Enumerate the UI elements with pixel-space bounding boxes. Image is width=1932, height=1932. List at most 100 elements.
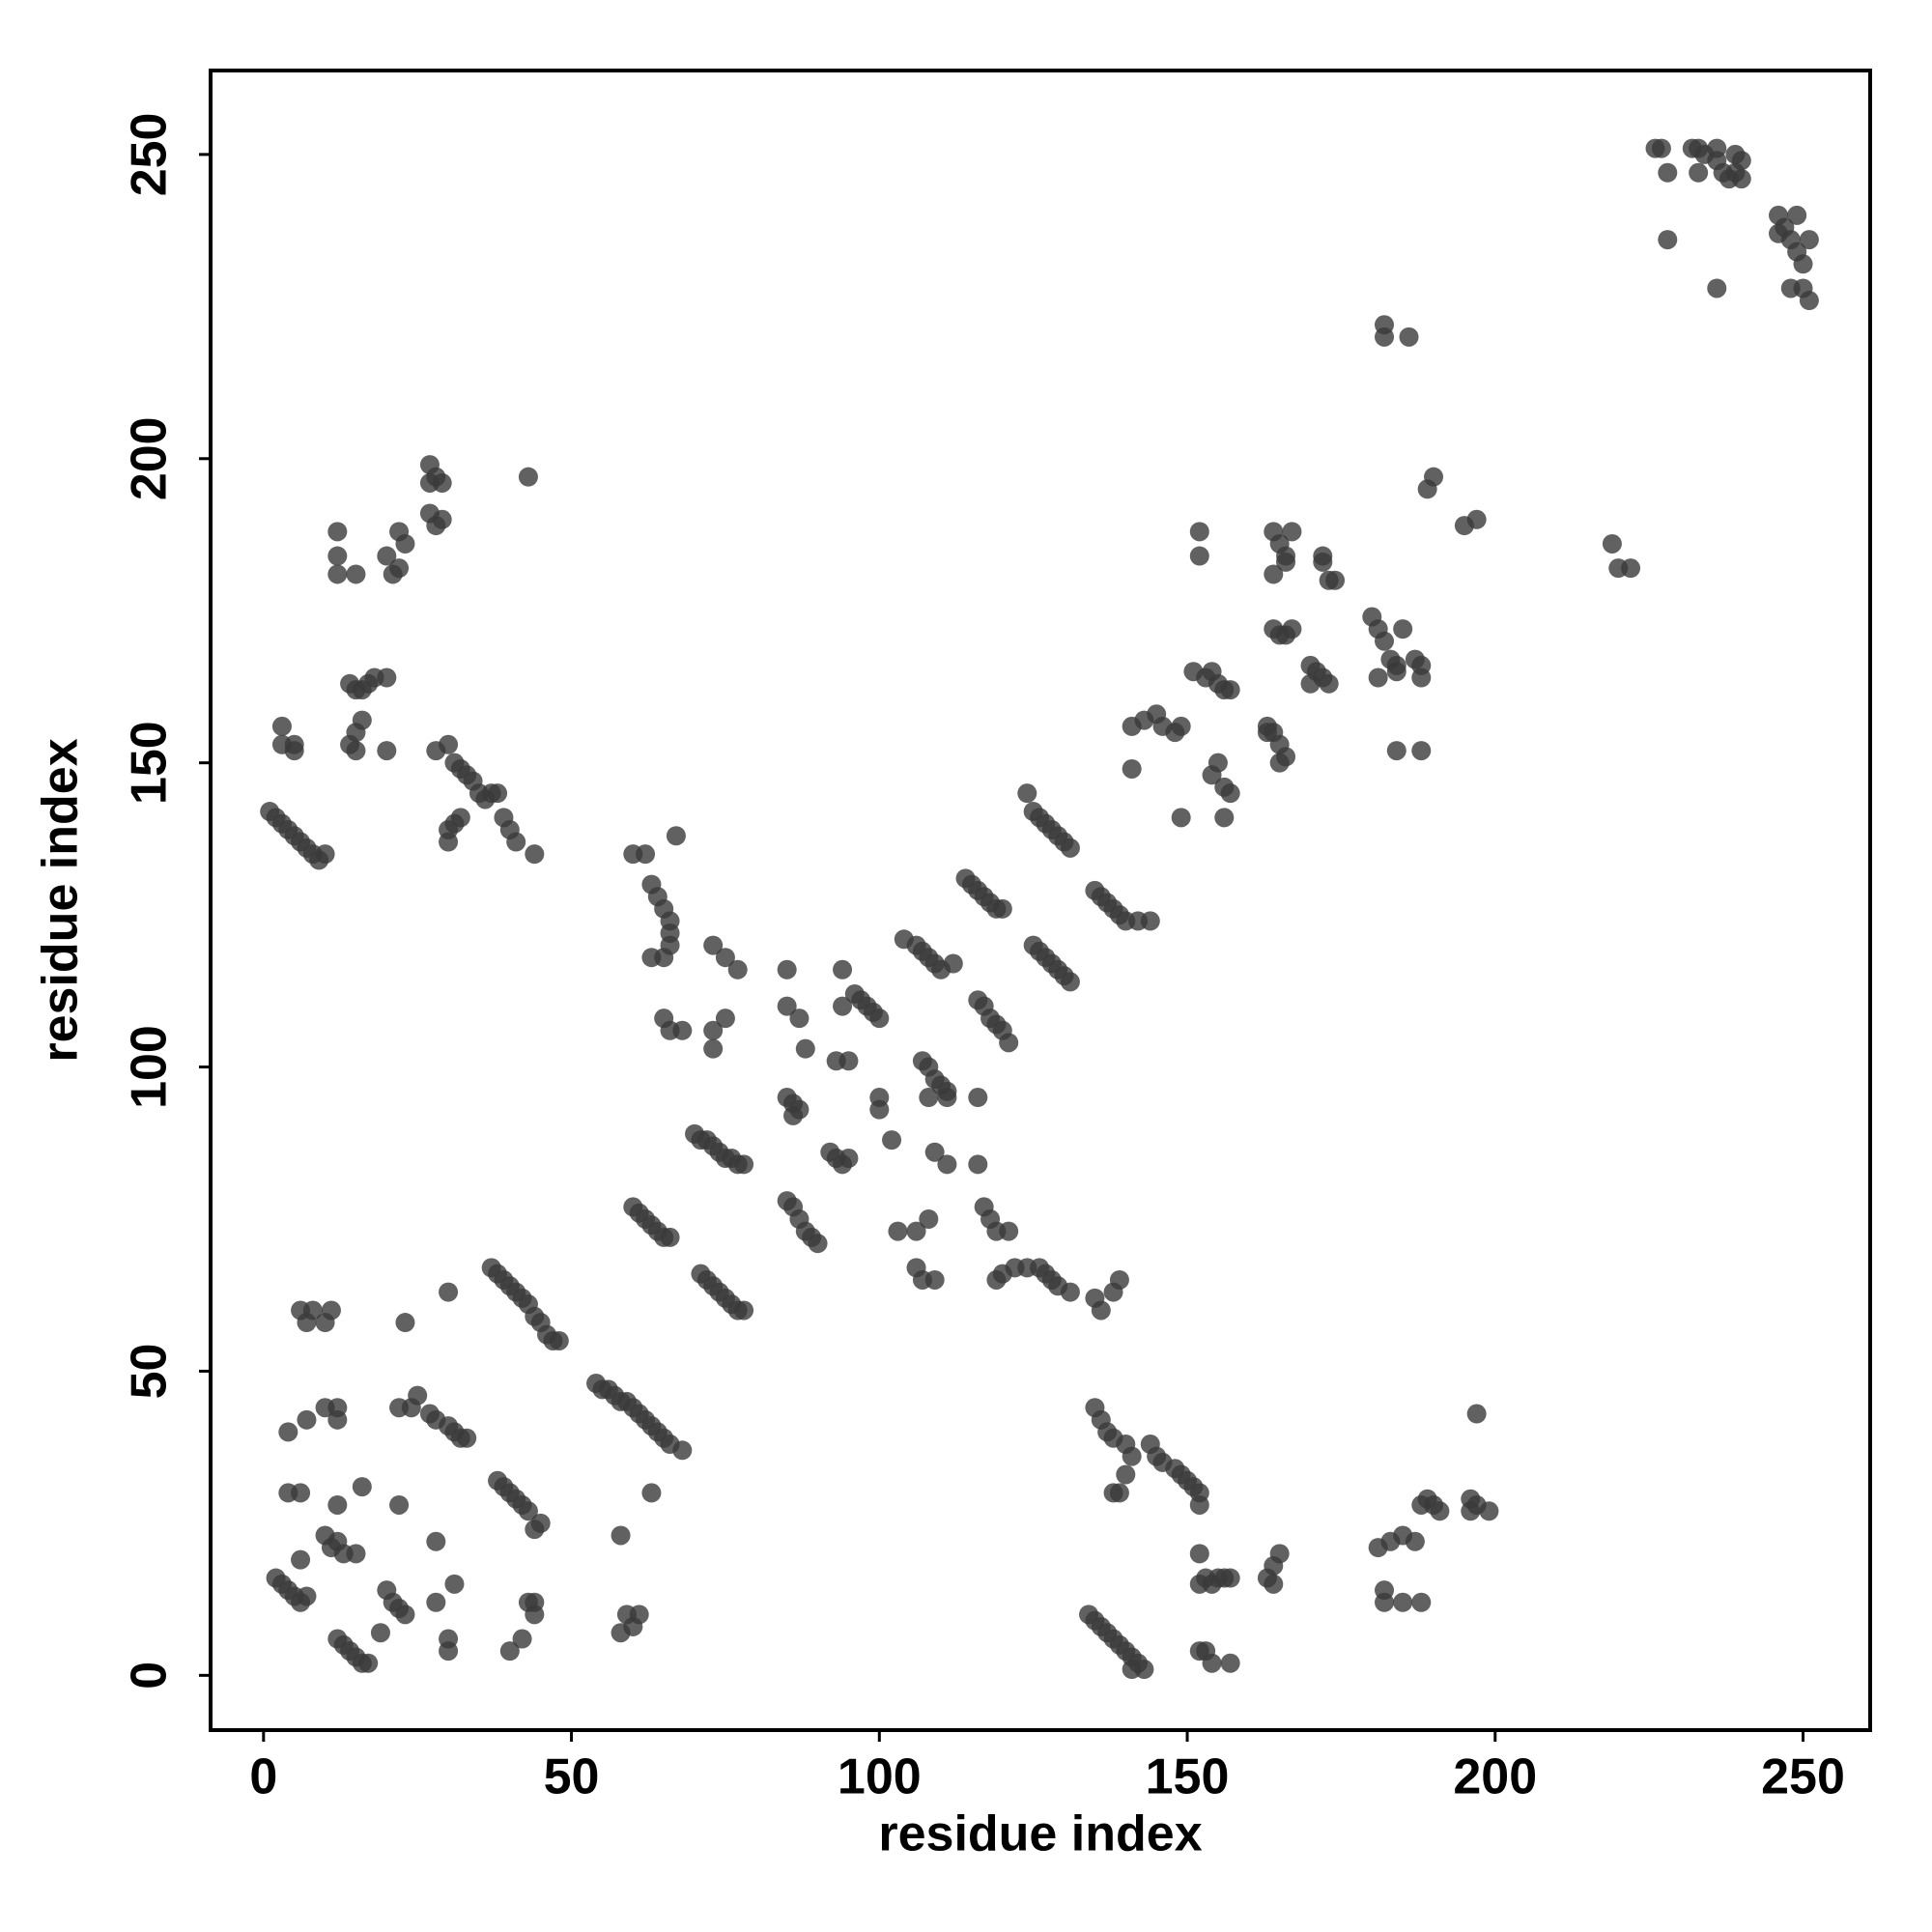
point <box>432 472 452 493</box>
point <box>1276 552 1296 572</box>
point <box>1621 558 1641 579</box>
point <box>777 959 797 980</box>
point <box>518 467 538 487</box>
x-axis-title: residue index <box>878 1806 1202 1862</box>
point <box>1375 631 1395 651</box>
point <box>1220 783 1240 804</box>
point <box>1189 1544 1209 1564</box>
point <box>999 1221 1019 1241</box>
point <box>1214 808 1235 828</box>
point <box>833 996 853 1016</box>
point <box>1189 546 1209 566</box>
point <box>672 1440 693 1461</box>
point <box>1171 808 1191 828</box>
point <box>808 1234 828 1254</box>
point <box>426 1531 446 1551</box>
point <box>1319 673 1339 694</box>
point <box>271 716 292 736</box>
point <box>1060 972 1080 992</box>
point <box>795 1038 815 1059</box>
point <box>1393 619 1413 639</box>
point <box>1405 1531 1425 1551</box>
point <box>924 1269 945 1290</box>
point <box>1399 327 1419 347</box>
point <box>1411 1592 1432 1612</box>
point <box>715 1009 735 1029</box>
point <box>1060 1282 1080 1302</box>
point <box>1116 1464 1136 1485</box>
x-tick-label: 50 <box>544 1749 600 1805</box>
point <box>1411 668 1432 688</box>
plot-frame <box>209 69 1872 1732</box>
point <box>1793 254 1813 274</box>
point <box>1375 1592 1395 1612</box>
point <box>1368 668 1388 688</box>
point <box>1689 162 1709 183</box>
point <box>789 1009 810 1029</box>
y-tick-label: 0 <box>122 1662 178 1690</box>
y-tick-label: 100 <box>122 1025 178 1109</box>
point <box>1769 223 1789 243</box>
point <box>703 935 724 955</box>
point <box>327 564 348 584</box>
point <box>833 959 853 980</box>
point <box>1202 1653 1222 1673</box>
point <box>1264 564 1284 584</box>
point <box>377 668 397 688</box>
x-tick-label: 100 <box>838 1749 922 1805</box>
point <box>1189 1494 1209 1515</box>
point <box>654 948 674 968</box>
point <box>278 1422 298 1442</box>
point <box>1109 1483 1129 1503</box>
point <box>432 509 452 529</box>
point <box>518 1501 538 1521</box>
point <box>1411 741 1432 761</box>
point <box>370 1623 390 1643</box>
point <box>999 1033 1019 1053</box>
point <box>1430 1501 1450 1521</box>
point <box>943 953 963 974</box>
point <box>1313 552 1333 572</box>
point <box>525 1592 545 1612</box>
x-tick-label: 200 <box>1453 1749 1537 1805</box>
point <box>377 741 397 761</box>
point <box>1658 162 1678 183</box>
point <box>919 1208 939 1229</box>
point <box>937 1088 957 1108</box>
point <box>327 1494 348 1515</box>
point <box>715 948 735 968</box>
point <box>1189 522 1209 542</box>
point <box>919 1088 939 1108</box>
point <box>346 741 366 761</box>
point <box>869 1009 890 1029</box>
point <box>1017 783 1037 804</box>
point <box>1122 1660 1142 1680</box>
point <box>611 1525 631 1546</box>
point <box>1269 753 1290 773</box>
point <box>346 1544 366 1564</box>
point <box>1140 911 1160 931</box>
point <box>315 844 335 865</box>
point <box>672 1020 693 1040</box>
point <box>439 734 459 754</box>
x-tick-label: 250 <box>1761 1749 1845 1805</box>
point <box>506 832 526 852</box>
point <box>512 1629 532 1649</box>
point <box>297 1313 317 1333</box>
point <box>297 1586 317 1606</box>
point <box>395 1313 415 1333</box>
point <box>1799 291 1819 311</box>
point <box>352 1477 372 1497</box>
point <box>450 808 470 828</box>
point <box>1393 1592 1413 1612</box>
point <box>1658 230 1678 250</box>
point <box>838 1149 859 1169</box>
y-tick-label: 250 <box>122 113 178 197</box>
point <box>968 1088 988 1108</box>
point <box>1282 522 1302 542</box>
point <box>530 1513 551 1533</box>
point <box>1479 1501 1499 1521</box>
point <box>358 1653 379 1673</box>
